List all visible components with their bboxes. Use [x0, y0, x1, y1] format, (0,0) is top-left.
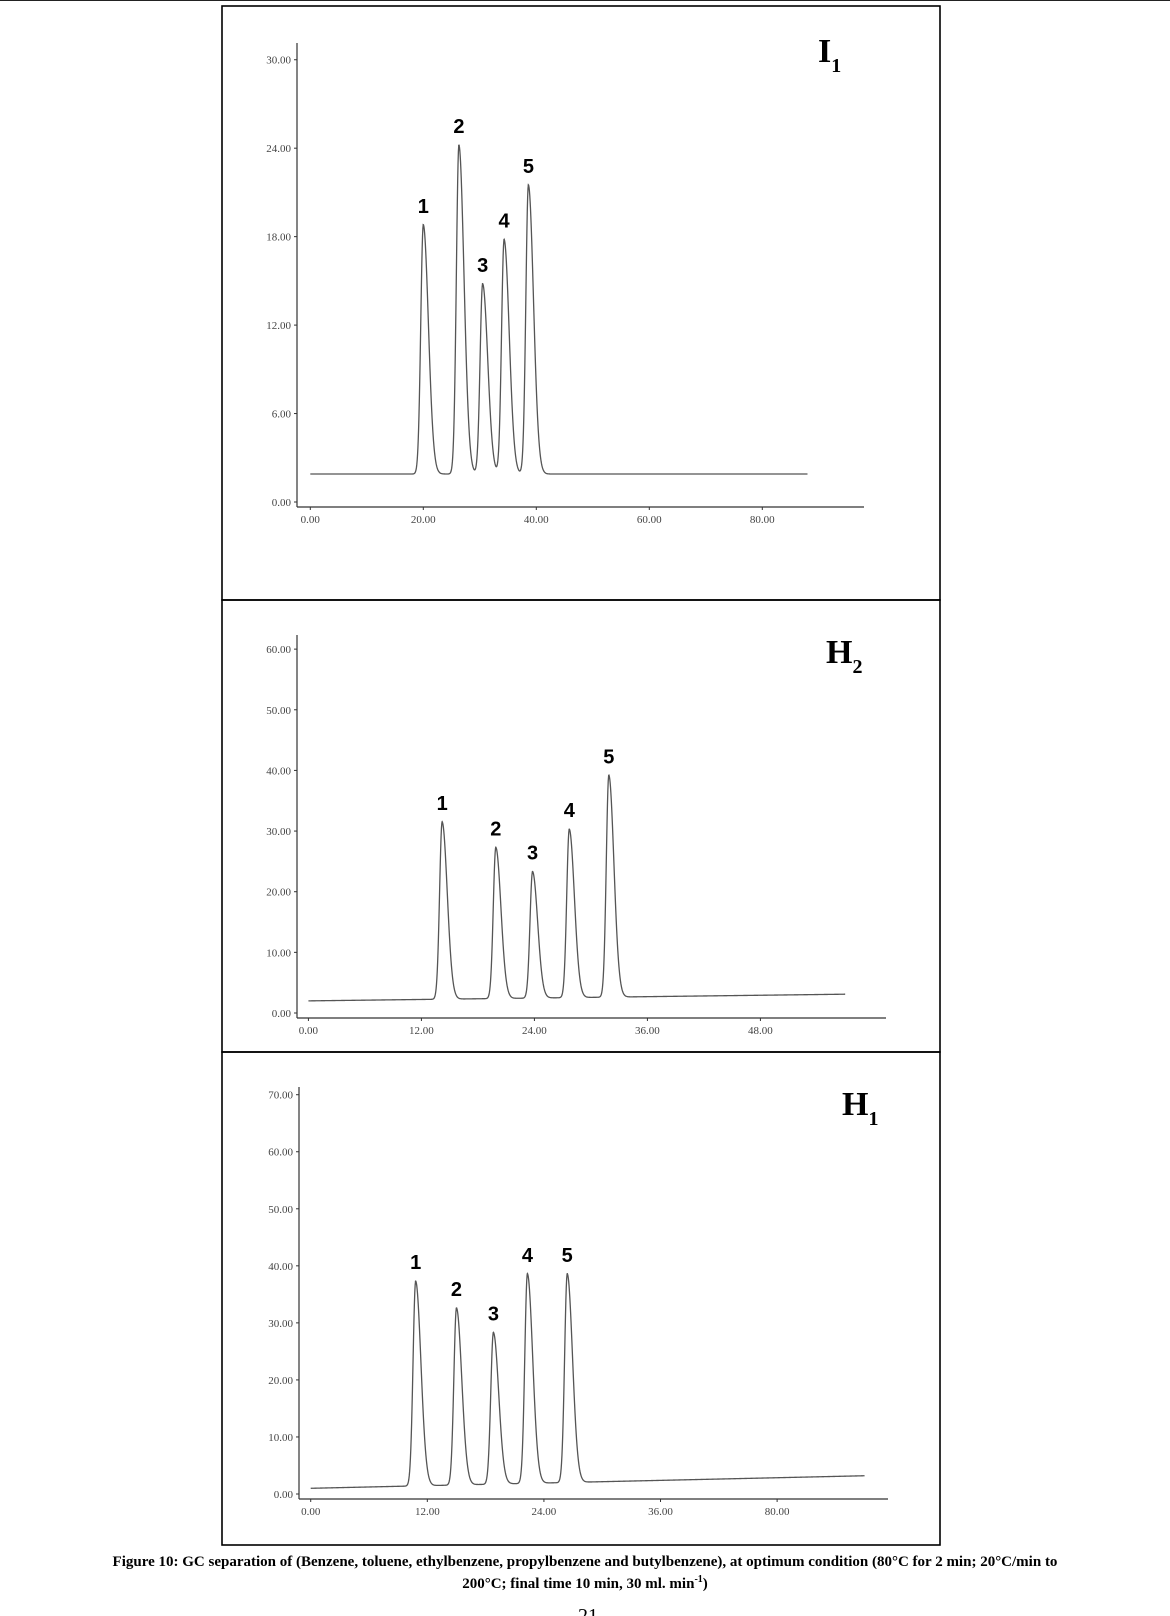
- panel-3-label-letter: H: [842, 1086, 868, 1123]
- panel-2-chromatogram-trace: [308, 774, 846, 1002]
- panel-2-peak-1: [441, 821, 443, 823]
- panel-1-chromatogram-trace: [310, 144, 808, 475]
- panel-1-y-tick-label: 6.00: [272, 409, 292, 421]
- panel-1-x-tick-label: 0.00: [301, 514, 321, 526]
- caption-line-2: 200°C; final time 10 min, 30 ml. min-1): [20, 1571, 1150, 1593]
- panel-3-frame: [221, 1051, 941, 1546]
- panel-1-x-tick-label: 80.00: [750, 514, 775, 526]
- panel-3-y-tick-label: 0.00: [274, 1489, 294, 1501]
- panel-2-y-tick-label: 50.00: [266, 705, 291, 717]
- caption-line-2-superscript: -1: [694, 1574, 703, 1585]
- panel-3-x-tick-label: 0.00: [301, 1506, 321, 1518]
- panel-3-peak-1: [414, 1280, 417, 1283]
- panel-1-x-tick-label: 40.00: [524, 514, 549, 526]
- panel-2-y-tick-label: 60.00: [266, 644, 291, 656]
- panel-2-peak-label-5: 5: [603, 746, 614, 768]
- panel-2-x-tick-label: 36.00: [635, 1025, 660, 1037]
- panel-2-peak-3: [531, 870, 534, 873]
- panel-1-peak-label-1: 1: [418, 196, 429, 218]
- panel-1-peak-label-5: 5: [523, 156, 534, 178]
- panel-1-peak-3: [481, 283, 484, 285]
- panel-2-label-letter: H: [826, 634, 852, 671]
- panel-3-peak-label-2: 2: [451, 1279, 462, 1301]
- panel-3-x-tick-label: 80.00: [765, 1506, 790, 1518]
- panel-1-peak-5: [527, 184, 530, 186]
- panel-2-peak-label-1: 1: [437, 793, 448, 815]
- panel-3-peak-label-1: 1: [410, 1252, 421, 1274]
- panel-3-x-tick-label: 24.00: [532, 1506, 557, 1518]
- panel-1-y-tick-label: 12.00: [266, 320, 291, 332]
- panel-1-peak-2: [458, 144, 460, 147]
- panel-1-peak-label-4: 4: [499, 211, 511, 233]
- panel-2-y-tick-label: 20.00: [266, 887, 291, 899]
- panel-3-y-tick-label: 30.00: [268, 1318, 293, 1330]
- caption-line-1: Figure 10: GC separation of (Benzene, to…: [112, 1554, 1058, 1570]
- panel-3-x-tick-label: 12.00: [415, 1506, 440, 1518]
- panel-3-label-subscript: 1: [868, 1108, 878, 1130]
- panel-3-peak-2: [455, 1307, 458, 1309]
- panel-1-y-tick-label: 18.00: [266, 232, 291, 244]
- panel-1-peak-label-3: 3: [477, 255, 488, 277]
- panel-3-y-tick-label: 40.00: [268, 1261, 293, 1273]
- panel-2-peak-label-4: 4: [564, 800, 576, 822]
- panel-1-peak-label-2: 2: [453, 116, 464, 138]
- panel-2-x-tick-label: 48.00: [748, 1025, 773, 1037]
- panel-3-y-tick-label: 50.00: [268, 1204, 293, 1216]
- panel-3-peak-5: [566, 1273, 569, 1275]
- panel-2-label: H2: [826, 634, 862, 678]
- panel-2-peak-4: [568, 828, 571, 831]
- panel-3-y-tick-label: 60.00: [268, 1147, 293, 1159]
- panel-1-y-tick-label: 0.00: [272, 497, 292, 509]
- panel-3-peak-3: [492, 1331, 495, 1334]
- panel-3-peak-label-5: 5: [562, 1245, 573, 1267]
- panel-2-peak-label-3: 3: [527, 843, 538, 865]
- panel-3-x-tick-label: 36.00: [648, 1506, 673, 1518]
- panel-3-y-tick-label: 20.00: [268, 1375, 293, 1387]
- panel-2-label-subscript: 2: [852, 656, 862, 678]
- caption-line-2-end: ): [702, 1576, 708, 1592]
- panel-1-x-tick-label: 20.00: [411, 514, 436, 526]
- panel-3-y-tick-label: 10.00: [268, 1432, 293, 1444]
- panel-3-peak-label-3: 3: [488, 1304, 499, 1326]
- panel-1-frame: [221, 5, 941, 601]
- panel-1-peak-4: [503, 238, 505, 241]
- panel-1-y-tick-label: 24.00: [266, 143, 291, 155]
- figure-caption: Figure 10: GC separation of (Benzene, to…: [20, 1553, 1150, 1593]
- panel-2-x-tick-label: 12.00: [409, 1025, 434, 1037]
- panel-3-y-tick-label: 70.00: [268, 1090, 293, 1102]
- top-rule: [0, 0, 1170, 1]
- panel-2-peak-5: [608, 774, 610, 777]
- panel-3-label: H1: [842, 1086, 878, 1130]
- panel-2-peak-2: [495, 846, 497, 849]
- panel-1-peak-1: [422, 224, 425, 226]
- panel-2-y-tick-label: 0.00: [272, 1008, 292, 1020]
- panel-3-peak-4: [526, 1273, 529, 1275]
- panel-1-y-tick-label: 30.00: [266, 55, 291, 67]
- page-number: 21: [568, 1606, 608, 1616]
- panel-2-x-tick-label: 0.00: [299, 1025, 319, 1037]
- panel-2-peak-label-2: 2: [490, 818, 501, 840]
- panel-3-chromatogram-trace: [310, 1272, 865, 1489]
- panel-2-x-tick-label: 24.00: [522, 1025, 547, 1037]
- panel-1-label-letter: I: [818, 33, 831, 70]
- panel-1-label-subscript: 1: [831, 55, 841, 77]
- caption-line-2-text: 200°C; final time 10 min, 30 ml. min: [462, 1576, 695, 1592]
- panel-3-peak-label-4: 4: [522, 1245, 534, 1267]
- panel-1-x-tick-label: 60.00: [637, 514, 662, 526]
- panel-2-y-tick-label: 40.00: [266, 765, 291, 777]
- panel-1-label: I1: [818, 33, 841, 77]
- panel-2-y-tick-label: 30.00: [266, 826, 291, 838]
- panel-2-y-tick-label: 10.00: [266, 947, 291, 959]
